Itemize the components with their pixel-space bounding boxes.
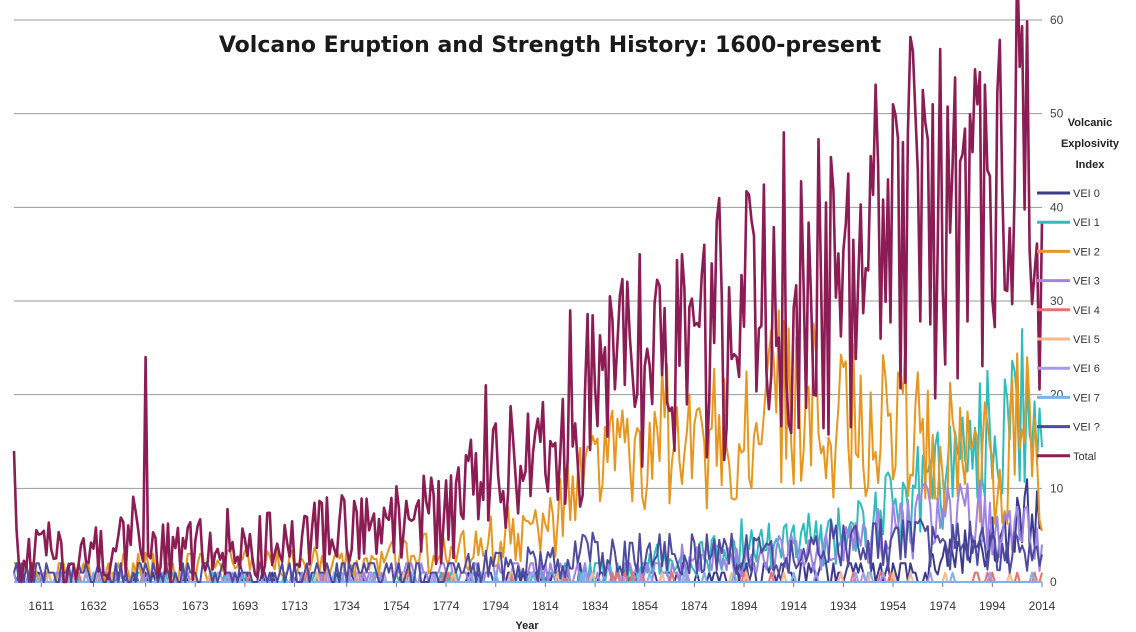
x-tick-label: 1814 <box>532 599 559 613</box>
legend-entry: VEI ? <box>1073 422 1100 434</box>
y-tick-label: 20 <box>1050 388 1064 402</box>
x-axis: 1611 1632 1653 1673 1693 1713 1734 1754 1774 1794… <box>14 581 1056 613</box>
chart-title: Volcano Eruption and Strength History: 1… <box>219 33 882 58</box>
x-tick-label: 1794 <box>482 599 509 613</box>
x-tick-label: 1834 <box>582 599 609 613</box>
legend-title-line-3: Index <box>1076 159 1106 171</box>
x-tick-label: 1713 <box>281 599 308 613</box>
x-tick-label: 1934 <box>830 599 857 613</box>
grid-lines <box>14 19 1042 583</box>
x-tick-label: 1693 <box>232 599 259 613</box>
series-line <box>12 0 1044 584</box>
legend-title-line-1: Volcanic <box>1068 117 1112 129</box>
legend-entry: VEI 6 <box>1073 363 1100 375</box>
x-tick-label: 1894 <box>731 599 758 613</box>
x-tick-label: 1734 <box>333 599 360 613</box>
legend-entry: VEI 2 <box>1073 246 1100 258</box>
y-tick-label: 10 <box>1050 481 1064 495</box>
x-tick-label: 1673 <box>182 599 209 613</box>
x-axis-label: Year <box>515 620 539 632</box>
legend-entry: Total <box>1073 451 1096 463</box>
legend: Volcanic Explosivity Index VEI 0 VEI 1 VEI… <box>1037 117 1120 463</box>
y-tick-label: 60 <box>1050 13 1064 27</box>
legend-title-line-2: Explosivity <box>1061 138 1120 150</box>
y-tick-label: 30 <box>1050 294 1064 308</box>
y-tick-label: 40 <box>1050 200 1064 214</box>
series-line <box>14 309 1043 583</box>
x-tick-label: 1954 <box>880 599 907 613</box>
legend-entry: VEI 7 <box>1073 392 1100 404</box>
x-tick-label: 2014 <box>1029 599 1056 613</box>
x-tick-label: 1774 <box>433 599 460 613</box>
series-lines <box>12 0 1044 584</box>
x-tick-label: 1974 <box>929 599 956 613</box>
legend-entry: VEI 3 <box>1073 276 1100 288</box>
y-tick-label: 50 <box>1050 107 1064 121</box>
legend-entry: VEI 4 <box>1073 305 1100 317</box>
x-tick-label: 1874 <box>681 599 708 613</box>
legend-entry: VEI 5 <box>1073 334 1100 346</box>
x-tick-label: 1632 <box>80 599 107 613</box>
x-tick-label: 1994 <box>979 599 1006 613</box>
x-tick-label: 1854 <box>631 599 658 613</box>
x-tick-label: 1653 <box>132 599 159 613</box>
legend-entry: VEI 0 <box>1073 188 1100 200</box>
y-axis-ticks: 0 10 20 30 40 50 60 <box>1050 13 1064 589</box>
legend-entry: VEI 1 <box>1073 217 1100 229</box>
x-tick-label: 1754 <box>383 599 410 613</box>
series-line <box>13 518 1043 583</box>
x-tick-label: 1914 <box>780 599 807 613</box>
y-tick-label: 0 <box>1050 575 1057 589</box>
x-tick-label: 1611 <box>28 599 54 613</box>
